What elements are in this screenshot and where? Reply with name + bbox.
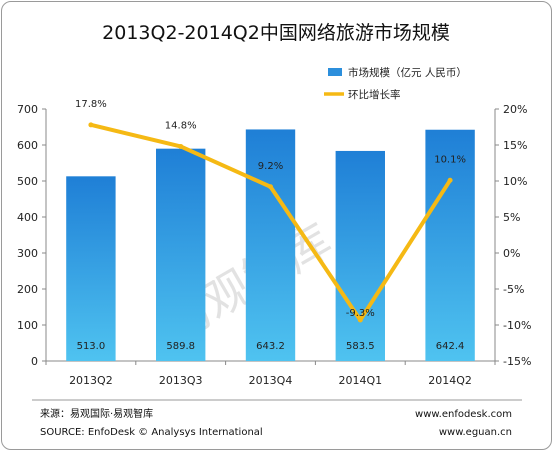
y-tick-label-left: 500	[17, 175, 38, 188]
bar-value-label: 589.8	[166, 341, 195, 352]
y-tick-label-left: 600	[17, 139, 38, 152]
source-en: SOURCE: EnfoDesk © Analysys Internationa…	[40, 427, 263, 438]
bar	[66, 176, 116, 361]
y-tick-label-right: 0%	[503, 247, 520, 260]
growth-point	[447, 177, 453, 183]
y-tick-label-left: 0	[31, 355, 38, 368]
legend-swatch-market-size	[328, 68, 342, 76]
y-tick-label-right: -15%	[503, 355, 531, 368]
growth-value-label: 14.8%	[165, 120, 197, 131]
x-tick-label: 2013Q3	[159, 374, 203, 387]
x-tick-label: 2013Q2	[69, 374, 113, 387]
bar-value-label: 513.0	[77, 341, 106, 352]
y-tick-label-right: 10%	[503, 175, 527, 188]
y-tick-label-right: 5%	[503, 211, 520, 224]
bar-value-label: 583.5	[346, 341, 375, 352]
url-enfodesk: www.enfodesk.com	[415, 409, 512, 420]
bar	[245, 129, 296, 361]
bar-value-label: 643.2	[256, 341, 285, 352]
y-tick-label-left: 700	[17, 103, 38, 116]
y-tick-label-left: 300	[17, 247, 38, 260]
legend: 市场规模（亿元 人民币） 环比增长率	[324, 66, 467, 101]
growth-value-label: 10.1%	[434, 154, 466, 165]
url-eguan: www.eguan.cn	[439, 427, 512, 438]
bar	[156, 148, 206, 361]
y-tick-label-left: 400	[17, 211, 38, 224]
growth-point	[357, 317, 363, 323]
x-tick-label: 2013Q4	[249, 374, 293, 387]
growth-value-label: 17.8%	[75, 99, 107, 110]
growth-point	[178, 143, 184, 149]
growth-line	[88, 122, 453, 323]
y-tick-label-right: 15%	[503, 139, 527, 152]
legend-label-market-size: 市场规模（亿元 人民币）	[348, 66, 467, 79]
x-tick-label: 2014Q1	[338, 374, 382, 387]
growth-value-label: 9.2%	[258, 161, 283, 172]
y-tick-label-left: 200	[17, 283, 38, 296]
legend-label-growth-rate: 环比增长率	[348, 88, 401, 101]
bar	[425, 129, 475, 361]
bars	[66, 129, 475, 361]
x-tick-label: 2014Q2	[428, 374, 472, 387]
axes: 0 100 200 300 400 500 600 700 -15% -10% -5% 0% 5% 10%…	[17, 103, 531, 387]
data-labels: 513.0 589.8 643.2 583.5 642.4 17.8% 14.8% 9.2% -…	[75, 99, 466, 352]
chart-title: 2013Q2-2014Q2中国网络旅游市场规模	[102, 22, 450, 44]
bar	[335, 150, 385, 361]
y-tick-label-left: 100	[17, 319, 38, 332]
growth-value-label: -9.3%	[346, 308, 375, 319]
y-tick-label-right: -10%	[503, 319, 531, 332]
growth-point	[268, 184, 273, 190]
bar-value-label: 642.4	[436, 341, 465, 352]
growth-point	[88, 122, 94, 128]
y-tick-label-right: -5%	[503, 283, 524, 296]
source-cn: 来源：易观国际·易观智库	[40, 407, 153, 420]
y-tick-label-right: 20%	[503, 103, 527, 116]
